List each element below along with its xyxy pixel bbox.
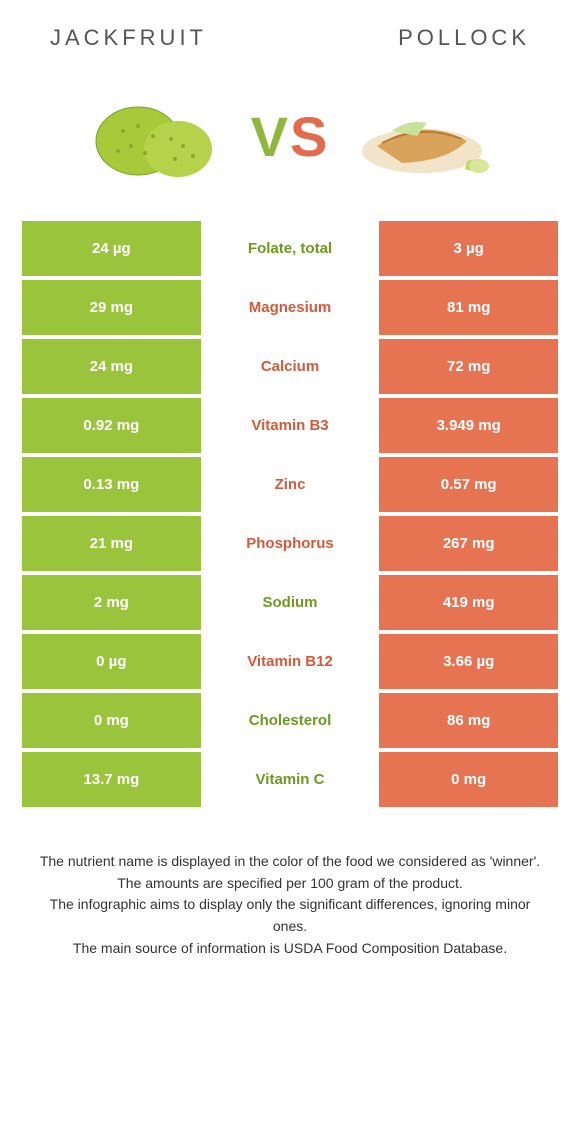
table-row: 0.13 mgZinc0.57 mg <box>22 457 558 512</box>
vs-row: VS <box>0 66 580 221</box>
table-row: 24 µgFolate, total3 µg <box>22 221 558 276</box>
left-value: 24 mg <box>22 339 201 394</box>
left-value: 13.7 mg <box>22 752 201 807</box>
right-value: 3.66 µg <box>379 634 558 689</box>
footnote-line: The nutrient name is displayed in the co… <box>35 851 545 873</box>
left-value: 0 mg <box>22 693 201 748</box>
table-row: 0 mgCholesterol86 mg <box>22 693 558 748</box>
left-value: 2 mg <box>22 575 201 630</box>
vs-v: V <box>251 105 290 168</box>
nutrient-label: Sodium <box>201 575 380 630</box>
nutrient-table: 24 µgFolate, total3 µg29 mgMagnesium81 m… <box>0 221 580 821</box>
right-value: 0 mg <box>379 752 558 807</box>
right-value: 72 mg <box>379 339 558 394</box>
nutrient-label: Vitamin B12 <box>201 634 380 689</box>
vs-s: S <box>290 105 329 168</box>
nutrient-label: Phosphorus <box>201 516 380 571</box>
table-row: 13.7 mgVitamin C0 mg <box>22 752 558 807</box>
nutrient-label: Zinc <box>201 457 380 512</box>
table-row: 0 µgVitamin B123.66 µg <box>22 634 558 689</box>
footnote-line: The main source of information is USDA F… <box>35 938 545 960</box>
right-value: 0.57 mg <box>379 457 558 512</box>
footnotes: The nutrient name is displayed in the co… <box>0 821 580 959</box>
table-row: 24 mgCalcium72 mg <box>22 339 558 394</box>
pollock-image <box>347 81 497 191</box>
vs-label: VS <box>251 104 330 169</box>
table-row: 2 mgSodium419 mg <box>22 575 558 630</box>
nutrient-label: Cholesterol <box>201 693 380 748</box>
right-value: 419 mg <box>379 575 558 630</box>
footnote-line: The infographic aims to display only the… <box>35 894 545 937</box>
left-value: 21 mg <box>22 516 201 571</box>
header: Jackfruit Pollock <box>0 0 580 66</box>
jackfruit-image <box>83 81 233 191</box>
nutrient-label: Folate, total <box>201 221 380 276</box>
right-value: 81 mg <box>379 280 558 335</box>
left-value: 0.92 mg <box>22 398 201 453</box>
nutrient-label: Magnesium <box>201 280 380 335</box>
right-value: 3.949 mg <box>379 398 558 453</box>
table-row: 0.92 mgVitamin B33.949 mg <box>22 398 558 453</box>
table-row: 21 mgPhosphorus267 mg <box>22 516 558 571</box>
right-value: 3 µg <box>379 221 558 276</box>
left-value: 0 µg <box>22 634 201 689</box>
food-left-title: Jackfruit <box>50 25 207 51</box>
footnote-line: The amounts are specified per 100 gram o… <box>35 873 545 895</box>
nutrient-label: Calcium <box>201 339 380 394</box>
left-value: 29 mg <box>22 280 201 335</box>
right-value: 267 mg <box>379 516 558 571</box>
left-value: 0.13 mg <box>22 457 201 512</box>
food-right-title: Pollock <box>398 25 530 51</box>
left-value: 24 µg <box>22 221 201 276</box>
right-value: 86 mg <box>379 693 558 748</box>
nutrient-label: Vitamin C <box>201 752 380 807</box>
table-row: 29 mgMagnesium81 mg <box>22 280 558 335</box>
nutrient-label: Vitamin B3 <box>201 398 380 453</box>
